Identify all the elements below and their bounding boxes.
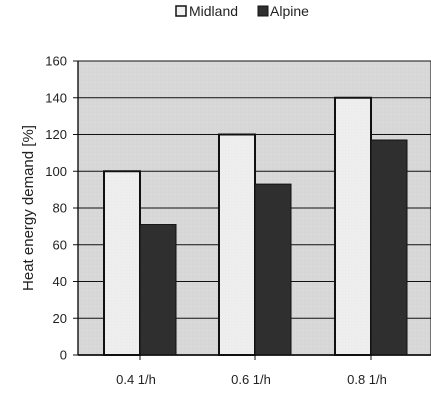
- y-tick-label-80: 80: [53, 201, 67, 216]
- x-tick-label-2: 0.8 1/h: [347, 372, 387, 387]
- x-tick-label-1: 0.6 1/h: [231, 372, 271, 387]
- y-tick-label-160: 160: [45, 54, 67, 69]
- bar-midland-0: [103, 170, 141, 356]
- bar-alpine-0: [139, 224, 177, 356]
- y-tick-label-100: 100: [45, 164, 67, 179]
- y-tick-labels: 0 20 40 60 80 100 120 140 160: [45, 54, 67, 363]
- bar-alpine-1: [254, 183, 292, 356]
- legend-alpine-swatch: [257, 5, 269, 17]
- x-tick-label-0: 0.4 1/h: [116, 372, 156, 387]
- y-tick-label-40: 40: [53, 274, 67, 289]
- axes: [73, 60, 431, 360]
- bar-alpine-2: [370, 139, 408, 356]
- x-tick-labels: 0.4 1/h 0.6 1/h 0.8 1/h: [116, 372, 387, 387]
- y-tick-label-20: 20: [53, 311, 67, 326]
- bar-midland-1: [218, 133, 256, 356]
- legend-midland-label: Midland: [189, 3, 238, 19]
- bars-group: [103, 96, 408, 356]
- bar-midland-2: [334, 96, 372, 356]
- y-tick-label-0: 0: [60, 348, 67, 363]
- legend: Midland Alpine: [175, 3, 309, 19]
- legend-alpine-label: Alpine: [270, 3, 309, 19]
- y-tick-label-140: 140: [45, 90, 67, 105]
- y-tick-label-60: 60: [53, 237, 67, 252]
- legend-midland-swatch: [175, 5, 187, 17]
- y-axis-title: Heat energy demand [%]: [20, 125, 37, 291]
- y-tick-label-120: 120: [45, 127, 67, 142]
